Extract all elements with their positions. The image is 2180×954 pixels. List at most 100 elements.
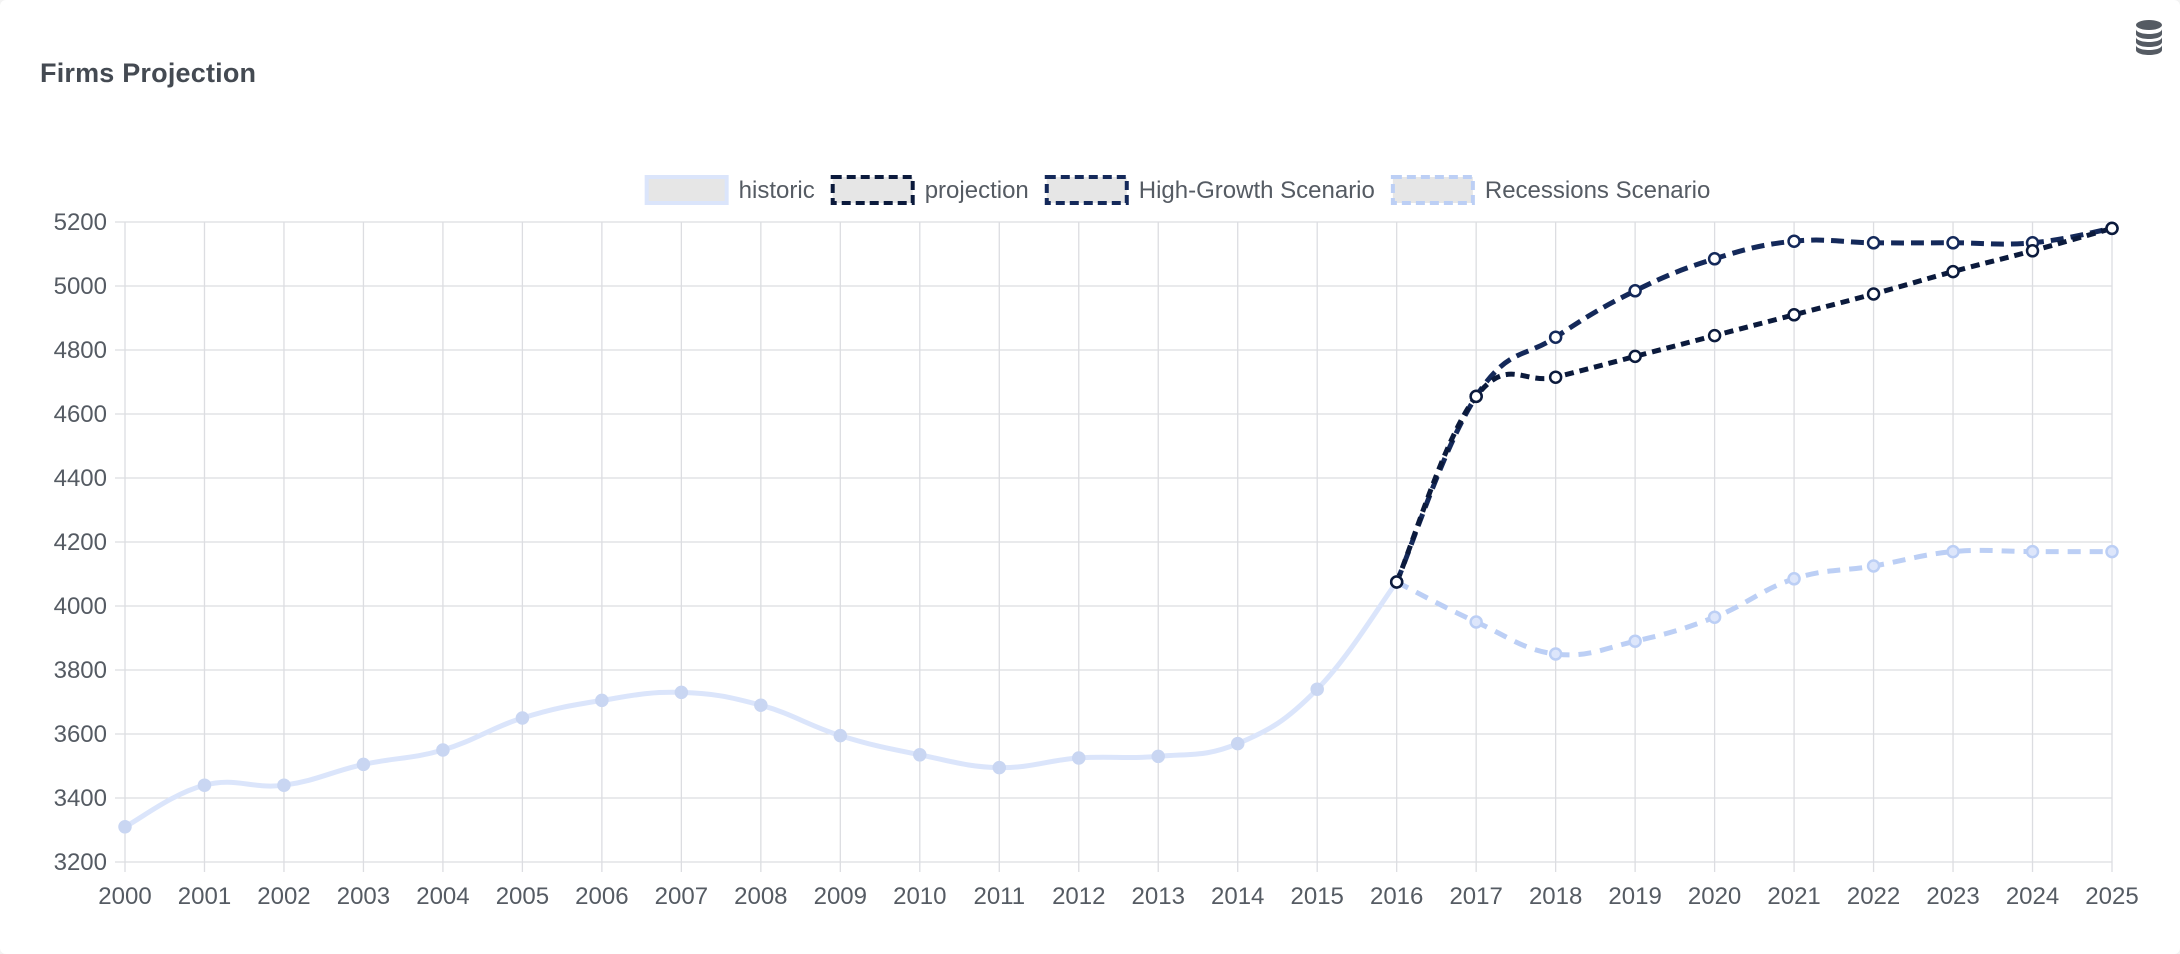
x-tick-label: 2009 [814,883,867,910]
x-tick-label: 2022 [1847,883,1900,910]
series-line-recessions-scenario [1395,547,2112,658]
data-point-high-growth-scenario[interactable] [1707,252,1722,266]
y-tick-label: 4000 [54,593,107,620]
data-point-projection[interactable] [2025,244,2040,258]
data-point-recessions-scenario[interactable] [1548,647,1563,661]
data-point-historic[interactable] [1230,736,1245,751]
legend-item-high-growth-scenario[interactable]: High-Growth Scenario [1044,175,1375,205]
data-point-high-growth-scenario[interactable] [1946,236,1960,250]
x-tick-label: 2013 [1132,883,1185,910]
x-tick-label: 2024 [2006,883,2059,910]
data-point-recessions-scenario[interactable] [1628,634,1642,648]
data-point-historic[interactable] [197,778,212,792]
data-point-historic[interactable] [1072,751,1086,765]
legend-swatch [644,175,729,205]
legend-swatch [830,175,915,205]
x-tick-label: 2016 [1370,883,1423,910]
database-icon[interactable] [2132,18,2166,56]
data-point-high-growth-scenario[interactable] [1628,284,1642,298]
y-tick-label: 5000 [54,273,107,300]
data-point-recessions-scenario[interactable] [1787,572,1801,586]
data-point-high-growth-scenario[interactable] [1866,236,1881,250]
x-tick-label: 2005 [496,883,549,910]
data-point-historic[interactable] [356,757,371,772]
legend-item-historic[interactable]: historic [644,175,815,205]
legend: historic projection High-Growth Scenario Re… [644,175,1710,205]
data-point-recessions-scenario[interactable] [1469,615,1483,629]
series-line-projection [1394,225,2113,583]
data-point-recessions-scenario[interactable] [2105,544,2119,559]
series-line-high-growth-scenario [1394,225,2113,583]
y-tick-label: 3400 [54,785,107,812]
data-point-historic[interactable] [1310,682,1324,696]
x-tick-label: 2006 [575,883,628,910]
y-tick-label: 4400 [54,465,107,492]
data-point-projection[interactable] [1469,389,1483,404]
x-tick-label: 2012 [1052,883,1105,910]
data-point-historic[interactable] [118,820,132,834]
data-point-historic[interactable] [1151,749,1165,764]
data-point-high-growth-scenario[interactable] [1548,330,1563,344]
data-point-projection[interactable] [1866,287,1881,301]
x-tick-label: 2000 [98,883,151,910]
data-point-historic[interactable] [913,748,927,762]
x-tick-label: 2015 [1291,883,1344,910]
data-point-recessions-scenario[interactable] [1866,559,1881,573]
data-point-historic[interactable] [595,693,609,708]
legend-item-recessions-scenario[interactable]: Recessions Scenario [1390,175,1710,205]
data-point-projection[interactable] [1787,308,1801,322]
legend-swatch [1044,175,1129,205]
data-point-historic[interactable] [277,778,291,792]
x-tick-label: 2003 [337,883,390,910]
x-tick-label: 2020 [1688,883,1741,910]
data-point-historic[interactable] [754,698,768,712]
y-tick-label: 3200 [54,849,107,876]
y-tick-label: 4200 [54,529,107,556]
x-tick-label: 2021 [1767,883,1820,910]
x-tick-label: 2025 [2085,883,2138,910]
y-tick-label: 5200 [54,209,107,236]
data-point-projection[interactable] [1389,575,1404,589]
data-point-historic[interactable] [436,743,450,757]
legend-label: historic [739,177,815,204]
y-tick-label: 3800 [54,657,107,684]
y-axis: 3200 3400 3600 3800 4000 4200 4400 4600 4800 5000… [54,209,107,876]
y-tick-label: 4600 [54,401,107,428]
x-tick-label: 2008 [734,883,787,910]
data-point-high-growth-scenario[interactable] [1787,234,1801,248]
x-tick-label: 2002 [257,883,310,910]
legend-label: Recessions Scenario [1485,177,1710,204]
chart-title: Firms Projection [40,58,257,88]
series-lines [123,225,2113,830]
y-tick-label: 3600 [54,721,107,748]
data-point-projection[interactable] [1548,370,1563,384]
data-point-historic[interactable] [674,685,689,700]
data-point-projection[interactable] [2105,221,2119,236]
x-tick-label: 2017 [1449,883,1502,910]
data-point-historic[interactable] [833,728,848,743]
data-point-historic[interactable] [992,760,1007,775]
data-point-recessions-scenario[interactable] [1946,544,1960,559]
x-tick-label: 2007 [655,883,708,910]
x-tick-label: 2023 [1926,883,1979,910]
data-point-projection[interactable] [1628,349,1642,364]
data-point-recessions-scenario[interactable] [1707,610,1722,624]
x-tick-label: 2001 [178,883,231,910]
grid-lines [115,221,2113,872]
data-point-projection[interactable] [1946,264,1960,279]
x-tick-label: 2010 [893,883,946,910]
data-point-historic[interactable] [515,711,530,725]
legend-label: High-Growth Scenario [1139,177,1375,204]
data-point-recessions-scenario[interactable] [2025,544,2040,559]
x-axis: 2000 2001 2002 2003 2004 2005 2006 2007 2008 2009… [98,883,2138,910]
x-tick-label: 2019 [1608,883,1661,910]
legend-item-projection[interactable]: projection [830,175,1029,205]
x-tick-label: 2004 [416,883,469,910]
series-points [118,221,2119,834]
x-tick-label: 2011 [973,883,1025,910]
y-tick-label: 4800 [54,337,107,364]
data-point-projection[interactable] [1707,328,1722,343]
legend-swatch [1390,175,1475,205]
